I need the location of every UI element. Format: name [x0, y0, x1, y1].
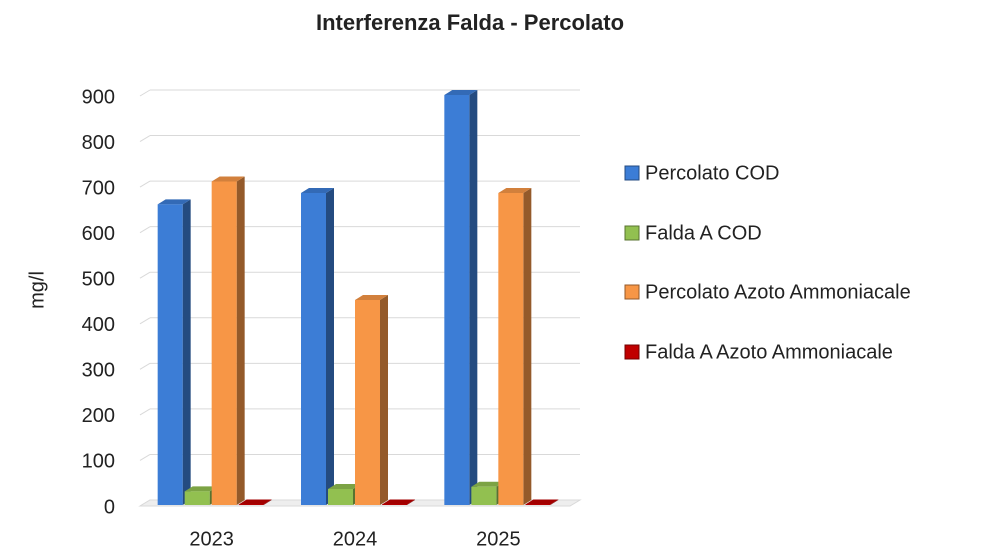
bar-front — [498, 193, 523, 505]
grid-line — [140, 409, 150, 415]
bar — [444, 90, 477, 505]
bar-side — [523, 188, 531, 505]
legend-label: Percolato Azoto Ammoniacale — [645, 281, 911, 303]
y-tick-label: 200 — [82, 405, 115, 427]
legend-marker — [625, 345, 639, 359]
bar-side — [469, 90, 477, 505]
bar-front — [212, 182, 237, 505]
grid-line — [140, 272, 150, 278]
y-tick-label: 700 — [82, 177, 115, 199]
x-tick-label: 2025 — [476, 528, 521, 550]
bar-side — [183, 199, 191, 505]
legend-label: Falda A Azoto Ammoniacale — [645, 341, 893, 363]
grid-line — [140, 136, 150, 142]
y-tick-label: 500 — [82, 269, 115, 291]
y-tick-label: 900 — [82, 86, 115, 108]
legend-marker — [625, 285, 639, 299]
x-tick-label: 2023 — [189, 528, 234, 550]
bar-side — [326, 188, 334, 505]
y-tick-label: 300 — [82, 360, 115, 382]
bar-front — [355, 300, 380, 505]
x-tick-label: 2024 — [333, 528, 378, 550]
bar — [498, 188, 531, 505]
grid-line — [140, 363, 150, 369]
grid-line — [140, 227, 150, 233]
bar-side — [380, 295, 388, 505]
bar — [158, 199, 191, 505]
y-tick-label: 800 — [82, 132, 115, 154]
legend-label: Falda A COD — [645, 222, 762, 244]
y-tick-label: 100 — [82, 451, 115, 473]
y-axis-label: mg/l — [26, 271, 48, 309]
bar-front — [158, 204, 183, 505]
bar — [301, 188, 334, 505]
bar-front — [301, 193, 326, 505]
bar-side — [237, 177, 245, 505]
grid-line — [140, 454, 150, 460]
legend-marker — [625, 226, 639, 240]
grid-line — [140, 318, 150, 324]
bar-front — [444, 95, 469, 505]
grid-line — [140, 90, 150, 96]
legend-marker — [625, 166, 639, 180]
bar-front — [471, 487, 496, 505]
bar — [212, 177, 245, 505]
grid-line — [140, 181, 150, 187]
chart-title: Interferenza Falda - Percolato — [316, 10, 624, 35]
bar — [355, 295, 388, 505]
y-tick-label: 400 — [82, 314, 115, 336]
y-tick-label: 600 — [82, 223, 115, 245]
legend-label: Percolato COD — [645, 162, 780, 184]
y-tick-label: 0 — [104, 496, 115, 518]
bar-front — [185, 491, 210, 505]
bar-front — [328, 489, 353, 505]
